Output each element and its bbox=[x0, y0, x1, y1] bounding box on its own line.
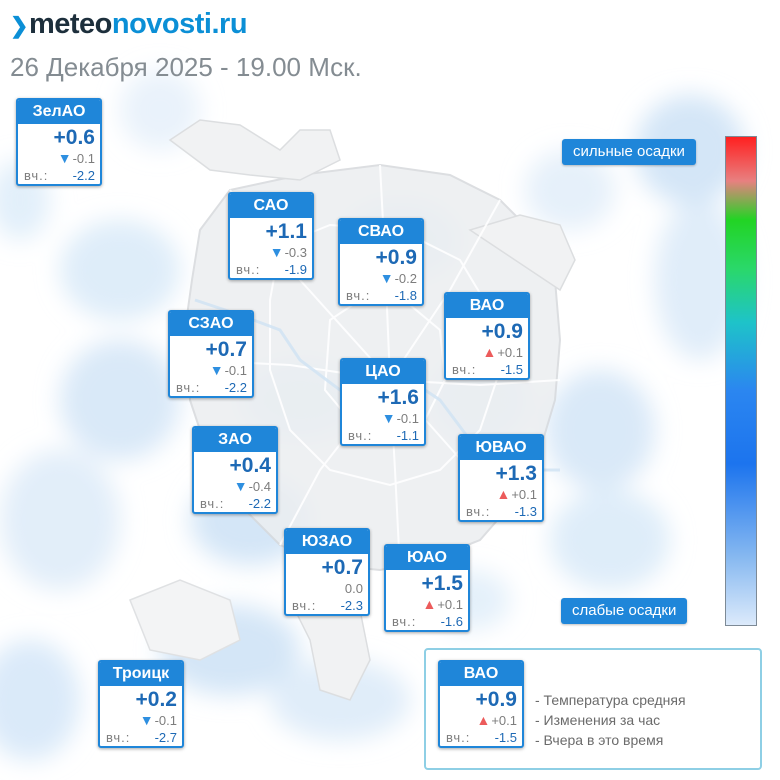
district-temperature: +0.2 bbox=[135, 688, 177, 711]
yesterday-value: -2.2 bbox=[72, 168, 95, 183]
district-temperature: +0.4 bbox=[229, 454, 271, 477]
district-card-cao[interactable]: ЦАО +1.6 ▼-0.1 вч.: -1.1 bbox=[340, 358, 426, 446]
yesterday-row: вч.: -2.7 bbox=[106, 730, 177, 745]
arrow-down-icon: ▼ bbox=[139, 712, 154, 728]
district-card-szao[interactable]: СЗАО +0.7 ▼-0.1 вч.: -2.2 bbox=[168, 310, 254, 398]
yesterday-value: -1.5 bbox=[494, 730, 517, 745]
district-card-yuvao[interactable]: ЮВАО +1.3 ▲+0.1 вч.: -1.3 bbox=[458, 434, 544, 522]
legend-line-yesterday: - Вчера в это время bbox=[535, 732, 664, 748]
district-temperature: +0.7 bbox=[205, 338, 247, 361]
yesterday-value: -2.3 bbox=[340, 598, 363, 613]
district-name: СЗАО bbox=[170, 312, 252, 336]
arrow-up-icon: ▲ bbox=[422, 596, 437, 612]
district-card-zelao[interactable]: ЗелАО +0.6 ▼-0.1 вч.: -2.2 bbox=[16, 98, 102, 186]
yesterday-row: вч.: -1.9 bbox=[236, 262, 307, 277]
yesterday-row: вч.: -2.3 bbox=[292, 598, 363, 613]
district-temperature: +0.6 bbox=[53, 126, 95, 149]
district-card-vao[interactable]: ВАО +0.9 ▲+0.1 вч.: -1.5 bbox=[444, 292, 530, 380]
arrow-down-icon: ▼ bbox=[209, 362, 224, 378]
hourly-change: ▲+0.1 bbox=[496, 486, 537, 502]
district-temperature: +0.9 bbox=[375, 246, 417, 269]
yesterday-value: -1.3 bbox=[514, 504, 537, 519]
district-name: ЦАО bbox=[342, 360, 424, 384]
yesterday-row: вч.: -2.2 bbox=[24, 168, 95, 183]
district-name: ЮАО bbox=[386, 546, 468, 570]
yesterday-row: вч.: -1.6 bbox=[392, 614, 463, 629]
arrow-down-icon: ▼ bbox=[57, 150, 72, 166]
legend-line-temperature: - Температура средняя bbox=[535, 692, 686, 708]
yesterday-value: -2.7 bbox=[154, 730, 177, 745]
district-name: ЮВАО bbox=[460, 436, 542, 460]
district-temperature: +1.3 bbox=[495, 462, 537, 485]
scale-label-weak: слабые осадки bbox=[561, 598, 688, 624]
arrow-down-icon: ▼ bbox=[381, 410, 396, 426]
logo-chevron-icon: ❯ bbox=[10, 13, 28, 38]
district-temperature: +1.1 bbox=[265, 220, 307, 243]
legend-line-change: - Изменения за час bbox=[535, 712, 661, 728]
district-card-troick[interactable]: Троицк +0.2 ▼-0.1 вч.: -2.7 bbox=[98, 660, 184, 748]
district-name: СВАО bbox=[340, 220, 422, 244]
legend-descriptions: - Температура средняя - Изменения за час… bbox=[535, 690, 686, 750]
district-name: ЗелАО bbox=[18, 100, 100, 124]
yesterday-row: вч.: -1.5 bbox=[446, 730, 517, 745]
yesterday-value: -1.6 bbox=[440, 614, 463, 629]
hourly-change: ▼-0.1 bbox=[209, 362, 247, 378]
yesterday-value: -2.2 bbox=[224, 380, 247, 395]
legend-sample-card: ВАО +0.9 ▲+0.1 вч.: -1.5 bbox=[438, 660, 524, 748]
hourly-change: ▼-0.1 bbox=[57, 150, 95, 166]
district-name: Троицк bbox=[100, 662, 182, 686]
district-name: ЮЗАО bbox=[286, 530, 368, 554]
yesterday-row: вч.: -1.1 bbox=[348, 428, 419, 443]
arrow-up-icon: ▲ bbox=[482, 344, 497, 360]
arrow-up-icon: ▲ bbox=[496, 486, 511, 502]
hourly-change: ▼-0.1 bbox=[381, 410, 419, 426]
yesterday-value: -2.2 bbox=[248, 496, 271, 511]
district-name: ВАО bbox=[446, 294, 528, 318]
district-card-yuzao[interactable]: ЮЗАО +0.7 0.0 вч.: -2.3 bbox=[284, 528, 370, 616]
district-name: САО bbox=[230, 194, 312, 218]
yesterday-row: вч.: -1.8 bbox=[346, 288, 417, 303]
district-card-zao[interactable]: ЗАО +0.4 ▼-0.4 вч.: -2.2 bbox=[192, 426, 278, 514]
hourly-change: ▼-0.4 bbox=[233, 478, 271, 494]
district-temperature: +0.9 bbox=[481, 320, 523, 343]
hourly-change: ▼-0.1 bbox=[139, 712, 177, 728]
yesterday-value: -1.5 bbox=[500, 362, 523, 377]
district-temperature: +0.9 bbox=[475, 688, 517, 711]
hourly-change: ▲+0.1 bbox=[476, 712, 517, 728]
district-card-yuao[interactable]: ЮАО +1.5 ▲+0.1 вч.: -1.6 bbox=[384, 544, 470, 632]
yesterday-row: вч.: -1.5 bbox=[452, 362, 523, 377]
hourly-change: ▲+0.1 bbox=[482, 344, 523, 360]
hourly-change: ▼-0.3 bbox=[269, 244, 307, 260]
district-temperature: +0.7 bbox=[321, 556, 363, 579]
district-card-svao[interactable]: СВАО +0.9 ▼-0.2 вч.: -1.8 bbox=[338, 218, 424, 306]
scale-label-strong: сильные осадки bbox=[562, 139, 696, 165]
yesterday-row: вч.: -1.3 bbox=[466, 504, 537, 519]
district-name: ЗАО bbox=[194, 428, 276, 452]
hourly-change: ▲+0.1 bbox=[422, 596, 463, 612]
district-temperature: +1.5 bbox=[421, 572, 463, 595]
yesterday-row: вч.: -2.2 bbox=[200, 496, 271, 511]
brand-logo[interactable]: ❯meteonovosti.ru bbox=[10, 8, 248, 40]
yesterday-value: -1.1 bbox=[396, 428, 419, 443]
hourly-change: ▼-0.2 bbox=[379, 270, 417, 286]
arrow-down-icon: ▼ bbox=[269, 244, 284, 260]
hourly-change: 0.0 bbox=[344, 581, 363, 596]
arrow-down-icon: ▼ bbox=[233, 478, 248, 494]
arrow-up-icon: ▲ bbox=[476, 712, 491, 728]
district-card-sao[interactable]: САО +1.1 ▼-0.3 вч.: -1.9 bbox=[228, 192, 314, 280]
report-datetime: 26 Декабря 2025 - 19.00 Мск. bbox=[10, 52, 362, 82]
district-temperature: +1.6 bbox=[377, 386, 419, 409]
yesterday-value: -1.9 bbox=[284, 262, 307, 277]
district-name: ВАО bbox=[440, 662, 522, 686]
arrow-down-icon: ▼ bbox=[379, 270, 394, 286]
precipitation-scale-bar bbox=[725, 136, 757, 626]
yesterday-row: вч.: -2.2 bbox=[176, 380, 247, 395]
yesterday-value: -1.8 bbox=[394, 288, 417, 303]
